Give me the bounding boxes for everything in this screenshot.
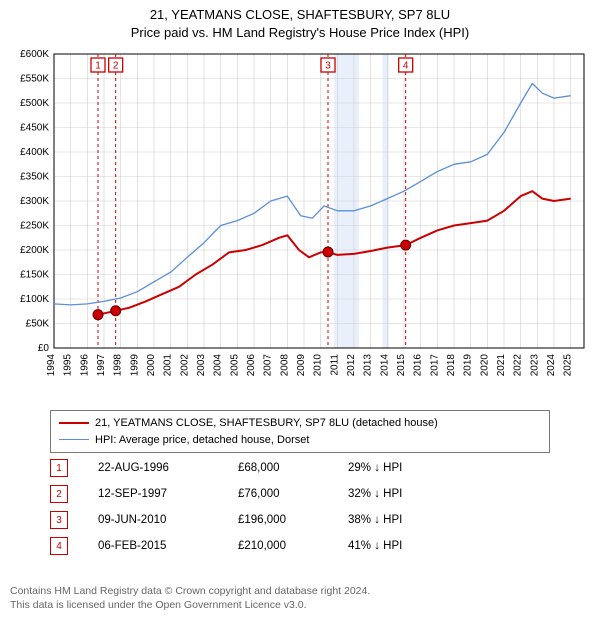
svg-text:£400K: £400K [20, 147, 49, 158]
legend-item: 21, YEATMANS CLOSE, SHAFTESBURY, SP7 8LU… [59, 415, 541, 432]
legend-label: 21, YEATMANS CLOSE, SHAFTESBURY, SP7 8LU… [95, 415, 438, 432]
transaction-pct-vs-hpi: 41% ↓ HPI [348, 540, 458, 552]
svg-text:2010: 2010 [313, 354, 324, 377]
svg-text:2000: 2000 [146, 354, 157, 377]
svg-text:2016: 2016 [413, 354, 424, 377]
svg-text:2019: 2019 [463, 354, 474, 377]
footer-attribution: Contains HM Land Registry data © Crown c… [10, 584, 370, 612]
transaction-price: £76,000 [238, 488, 348, 500]
svg-text:2018: 2018 [446, 354, 457, 377]
svg-text:2025: 2025 [563, 354, 574, 377]
transaction-row: 3 09-JUN-2010£196,00038% ↓ HPI [50, 507, 458, 533]
svg-text:£500K: £500K [20, 98, 49, 109]
svg-text:£50K: £50K [26, 319, 50, 330]
svg-text:2023: 2023 [529, 354, 540, 377]
svg-text:2020: 2020 [479, 354, 490, 377]
svg-text:1994: 1994 [46, 354, 57, 377]
svg-text:1998: 1998 [113, 354, 124, 377]
transaction-date: 12-SEP-1997 [98, 488, 238, 500]
svg-text:2007: 2007 [263, 354, 274, 377]
transactions-table: 1 22-AUG-1996£68,00029% ↓ HPI 2 12-SEP-1997… [50, 455, 458, 559]
svg-text:£550K: £550K [20, 74, 49, 85]
transaction-marker: 4 [50, 537, 68, 555]
svg-text:£100K: £100K [20, 294, 49, 305]
transaction-row: 1 22-AUG-1996£68,00029% ↓ HPI [50, 455, 458, 481]
chart-svg: £0 £50K £100K £150K £200K £250K £300K £350K £400… [10, 48, 590, 398]
transaction-date: 09-JUN-2010 [98, 514, 238, 526]
svg-text:1995: 1995 [63, 354, 74, 377]
legend-swatch [59, 422, 89, 424]
svg-text:2021: 2021 [496, 354, 507, 377]
transaction-row: 4 06-FEB-2015£210,00041% ↓ HPI [50, 533, 458, 559]
chart-title: 21, YEATMANS CLOSE, SHAFTESBURY, SP7 8LU… [0, 0, 600, 41]
svg-text:£350K: £350K [20, 172, 49, 183]
svg-text:£200K: £200K [20, 245, 49, 256]
transaction-price: £210,000 [238, 540, 348, 552]
svg-text:1999: 1999 [129, 354, 140, 377]
svg-text:2001: 2001 [163, 354, 174, 377]
svg-text:£150K: £150K [20, 270, 49, 281]
svg-text:2013: 2013 [363, 354, 374, 377]
svg-text:2009: 2009 [296, 354, 307, 377]
price-chart: £0 £50K £100K £150K £200K £250K £300K £350K £400… [10, 48, 590, 398]
transaction-pct-vs-hpi: 29% ↓ HPI [348, 462, 458, 474]
transaction-date: 22-AUG-1996 [98, 462, 238, 474]
svg-text:£300K: £300K [20, 196, 49, 207]
svg-text:£0: £0 [38, 343, 50, 354]
legend: 21, YEATMANS CLOSE, SHAFTESBURY, SP7 8LU… [50, 410, 550, 453]
transaction-marker: 3 [50, 511, 68, 529]
transaction-date: 06-FEB-2015 [98, 540, 238, 552]
svg-text:2003: 2003 [196, 354, 207, 377]
svg-text:2014: 2014 [379, 354, 390, 377]
svg-text:2005: 2005 [229, 354, 240, 377]
transaction-row: 2 12-SEP-1997£76,00032% ↓ HPI [50, 481, 458, 507]
legend-item: HPI: Average price, detached house, Dors… [59, 432, 541, 449]
svg-text:2017: 2017 [429, 354, 440, 377]
svg-text:1997: 1997 [96, 354, 107, 377]
svg-text:3: 3 [325, 61, 331, 72]
legend-label: HPI: Average price, detached house, Dors… [95, 432, 309, 449]
svg-text:1: 1 [95, 61, 101, 72]
transaction-pct-vs-hpi: 32% ↓ HPI [348, 488, 458, 500]
transaction-pct-vs-hpi: 38% ↓ HPI [348, 514, 458, 526]
title-line-2: Price paid vs. HM Land Registry's House … [0, 24, 600, 42]
svg-text:4: 4 [403, 61, 409, 72]
svg-text:2024: 2024 [546, 354, 557, 377]
svg-text:2015: 2015 [396, 354, 407, 377]
svg-text:2004: 2004 [213, 354, 224, 377]
transaction-price: £68,000 [238, 462, 348, 474]
svg-text:£250K: £250K [20, 221, 49, 232]
svg-text:2022: 2022 [513, 354, 524, 377]
svg-text:2011: 2011 [329, 354, 340, 376]
title-line-1: 21, YEATMANS CLOSE, SHAFTESBURY, SP7 8LU [0, 6, 600, 24]
legend-swatch [59, 439, 89, 440]
svg-text:2008: 2008 [279, 354, 290, 377]
transaction-marker: 1 [50, 459, 68, 477]
transaction-price: £196,000 [238, 514, 348, 526]
footer-line-1: Contains HM Land Registry data © Crown c… [10, 584, 370, 598]
svg-text:£450K: £450K [20, 123, 49, 134]
svg-text:2012: 2012 [346, 354, 357, 377]
svg-text:£600K: £600K [20, 49, 49, 60]
svg-text:2: 2 [113, 61, 119, 72]
svg-text:2002: 2002 [179, 354, 190, 377]
svg-text:1996: 1996 [79, 354, 90, 377]
footer-line-2: This data is licensed under the Open Gov… [10, 598, 370, 612]
svg-text:2006: 2006 [246, 354, 257, 377]
transaction-marker: 2 [50, 485, 68, 503]
